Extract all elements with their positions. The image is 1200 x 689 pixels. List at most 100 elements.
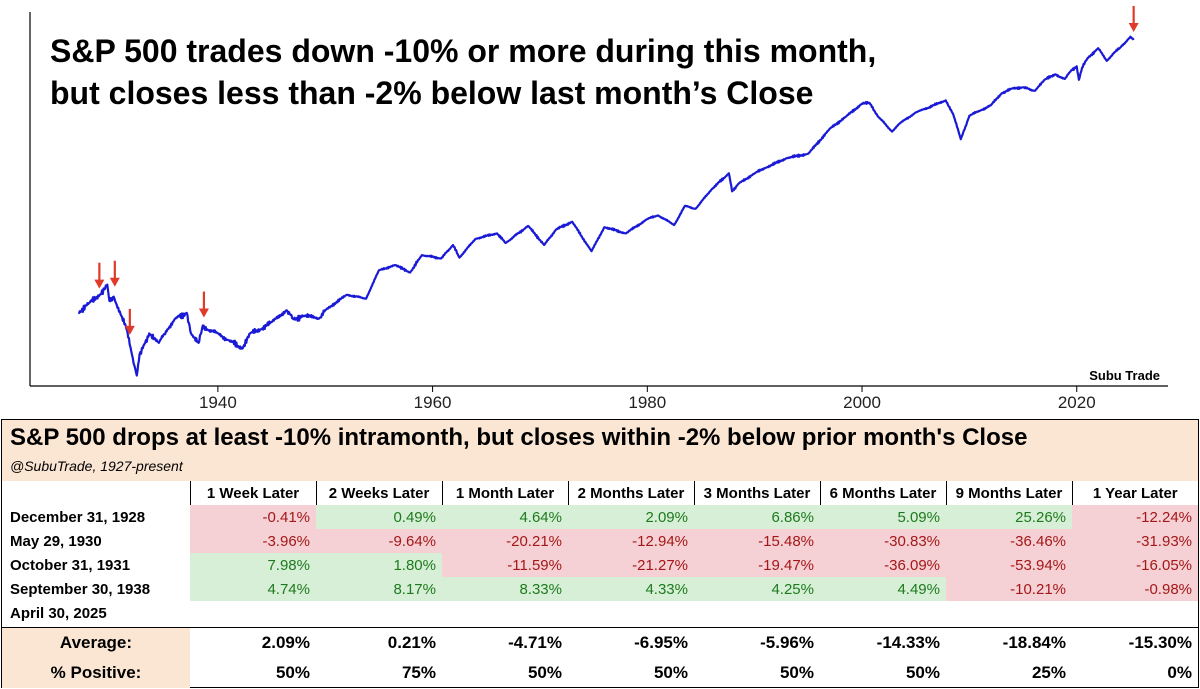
summary-value: 0% (1167, 662, 1192, 682)
return-cell (1072, 601, 1198, 625)
return-cell: -20.21% (442, 529, 568, 553)
summary-value: -5.96% (760, 632, 814, 652)
column-header: 1 Month Later (441, 481, 568, 505)
chart-title-line-2: but closes less than -2% below last mont… (50, 75, 814, 111)
return-cell: 5.09% (820, 505, 946, 529)
row-date-label: September 30, 1938 (10, 580, 151, 598)
row-date-label: April 30, 2025 (10, 604, 107, 622)
summary-table: Average: 2.09% 0.21% -4.71% -6.95% -5.96% -14.… (2, 627, 1198, 688)
stats-table-panel: S&P 500 drops at least -10% intramonth, … (1, 419, 1199, 688)
return-cell: -9.64% (316, 529, 442, 553)
summary-value: 50% (527, 662, 562, 682)
chart-title-line-1: S&P 500 trades down -10% or more during … (50, 33, 877, 69)
summary-label: Average: (2, 627, 190, 658)
table-title: S&P 500 drops at least -10% intramonth, … (10, 424, 1028, 451)
x-tick-label: 2020 (1058, 393, 1096, 412)
return-cell: 1.80% (316, 553, 442, 577)
return-cell: -15.48% (694, 529, 820, 553)
row-date-label: December 31, 1928 (10, 508, 146, 526)
return-cell: -3.96% (190, 529, 316, 553)
return-cell: 8.17% (316, 577, 442, 601)
summary-value: 75% (401, 662, 436, 682)
return-cell: 6.86% (694, 505, 820, 529)
table-header-row: 1 Week Later 2 Weeks Later 1 Month Later 2 … (2, 481, 1198, 505)
chart-title: S&P 500 trades down -10% or more during … (50, 30, 876, 114)
table-row: December 31, 1928 -0.41% 0.49% 4.64% 2.09% 6.… (2, 505, 1198, 529)
return-cell (190, 601, 316, 625)
return-cell: 25.26% (946, 505, 1072, 529)
return-cell: 4.25% (694, 577, 820, 601)
x-tick-label: 1960 (414, 393, 452, 412)
return-cell: -10.21% (946, 577, 1072, 601)
return-cell: -19.47% (694, 553, 820, 577)
table-row: May 29, 1930 -3.96% -9.64% -20.21% -12.94% -1… (2, 529, 1198, 553)
column-header: 9 Months Later (945, 481, 1072, 505)
summary-value: 0.21% (387, 632, 436, 652)
summary-value: 50% (653, 662, 688, 682)
summary-value: -14.33% (876, 632, 940, 652)
watermark-subu-trade: Subu Trade (1089, 368, 1160, 383)
return-cell (316, 601, 442, 625)
return-cell: -12.24% (1072, 505, 1198, 529)
table-subtitle: @SubuTrade, 1927-present (10, 458, 183, 474)
summary-value: 50% (905, 662, 940, 682)
row-date-label: May 29, 1930 (10, 532, 102, 550)
column-header: 2 Weeks Later (315, 481, 442, 505)
return-cell: -53.94% (946, 553, 1072, 577)
return-cell: 0.49% (316, 505, 442, 529)
summary-row: % Positive: 50% 75% 50% 50% 50% 50% 25% 0% (2, 657, 1198, 688)
column-header: 6 Months Later (819, 481, 946, 505)
return-cell: 7.98% (190, 553, 316, 577)
return-cell: -0.98% (1072, 577, 1198, 601)
table-header: S&P 500 drops at least -10% intramonth, … (2, 420, 1198, 481)
column-header: 3 Months Later (693, 481, 820, 505)
summary-value: -6.95% (634, 632, 688, 652)
summary-value: 25% (1031, 662, 1066, 682)
row-date-label: October 31, 1931 (10, 556, 131, 574)
summary-value: 50% (275, 662, 310, 682)
x-tick-label: 1940 (199, 393, 237, 412)
return-cell: 4.49% (820, 577, 946, 601)
summary-value: -18.84% (1002, 632, 1066, 652)
return-cell: -36.46% (946, 529, 1072, 553)
price-chart: 1940 1960 1980 2000 2020 Subu Trade (29, 5, 1168, 412)
return-cell: 4.74% (190, 577, 316, 601)
return-cell: -12.94% (568, 529, 694, 553)
signal-arrow-head (94, 279, 105, 289)
column-header: 2 Months Later (567, 481, 694, 505)
return-cell: -21.27% (568, 553, 694, 577)
return-cell: -0.41% (190, 505, 316, 529)
return-cell: -30.83% (820, 529, 946, 553)
signal-arrow-head (124, 325, 135, 335)
return-cell: 2.09% (568, 505, 694, 529)
column-header: 1 Year Later (1071, 481, 1198, 505)
return-cell (694, 601, 820, 625)
summary-value: -15.30% (1128, 632, 1192, 652)
summary-value: -4.71% (508, 632, 562, 652)
summary-value: 2.09% (261, 632, 310, 652)
signal-arrow-head (1128, 22, 1139, 32)
return-cell: -36.09% (820, 553, 946, 577)
return-cell (946, 601, 1072, 625)
return-cell: 4.33% (568, 577, 694, 601)
x-tick-label: 1980 (628, 393, 666, 412)
column-header: 1 Week Later (189, 481, 316, 505)
signal-arrow-head (109, 277, 120, 287)
return-cell (820, 601, 946, 625)
table-row: October 31, 1931 7.98% 1.80% -11.59% -21.27%… (2, 553, 1198, 577)
return-cell (442, 601, 568, 625)
table-row: April 30, 2025 (2, 601, 1198, 625)
return-cell: 8.33% (442, 577, 568, 601)
return-cell (568, 601, 694, 625)
chart-area: 1940 1960 1980 2000 2020 Subu Trade S&P 500 t… (29, 5, 1168, 412)
return-cell: -16.05% (1072, 553, 1198, 577)
return-cell: 4.64% (442, 505, 568, 529)
table-row: September 30, 1938 4.74% 8.17% 8.33% 4.33% 4.… (2, 577, 1198, 601)
signal-arrow-head (198, 308, 209, 318)
summary-row: Average: 2.09% 0.21% -4.71% -6.95% -5.96% -14.… (2, 627, 1198, 658)
sp500-price-line (78, 35, 1135, 377)
x-tick-label: 2000 (843, 393, 881, 412)
returns-table: 1 Week Later 2 Weeks Later 1 Month Later 2 … (2, 481, 1198, 625)
summary-value: 50% (779, 662, 814, 682)
return-cell: -11.59% (442, 553, 568, 577)
